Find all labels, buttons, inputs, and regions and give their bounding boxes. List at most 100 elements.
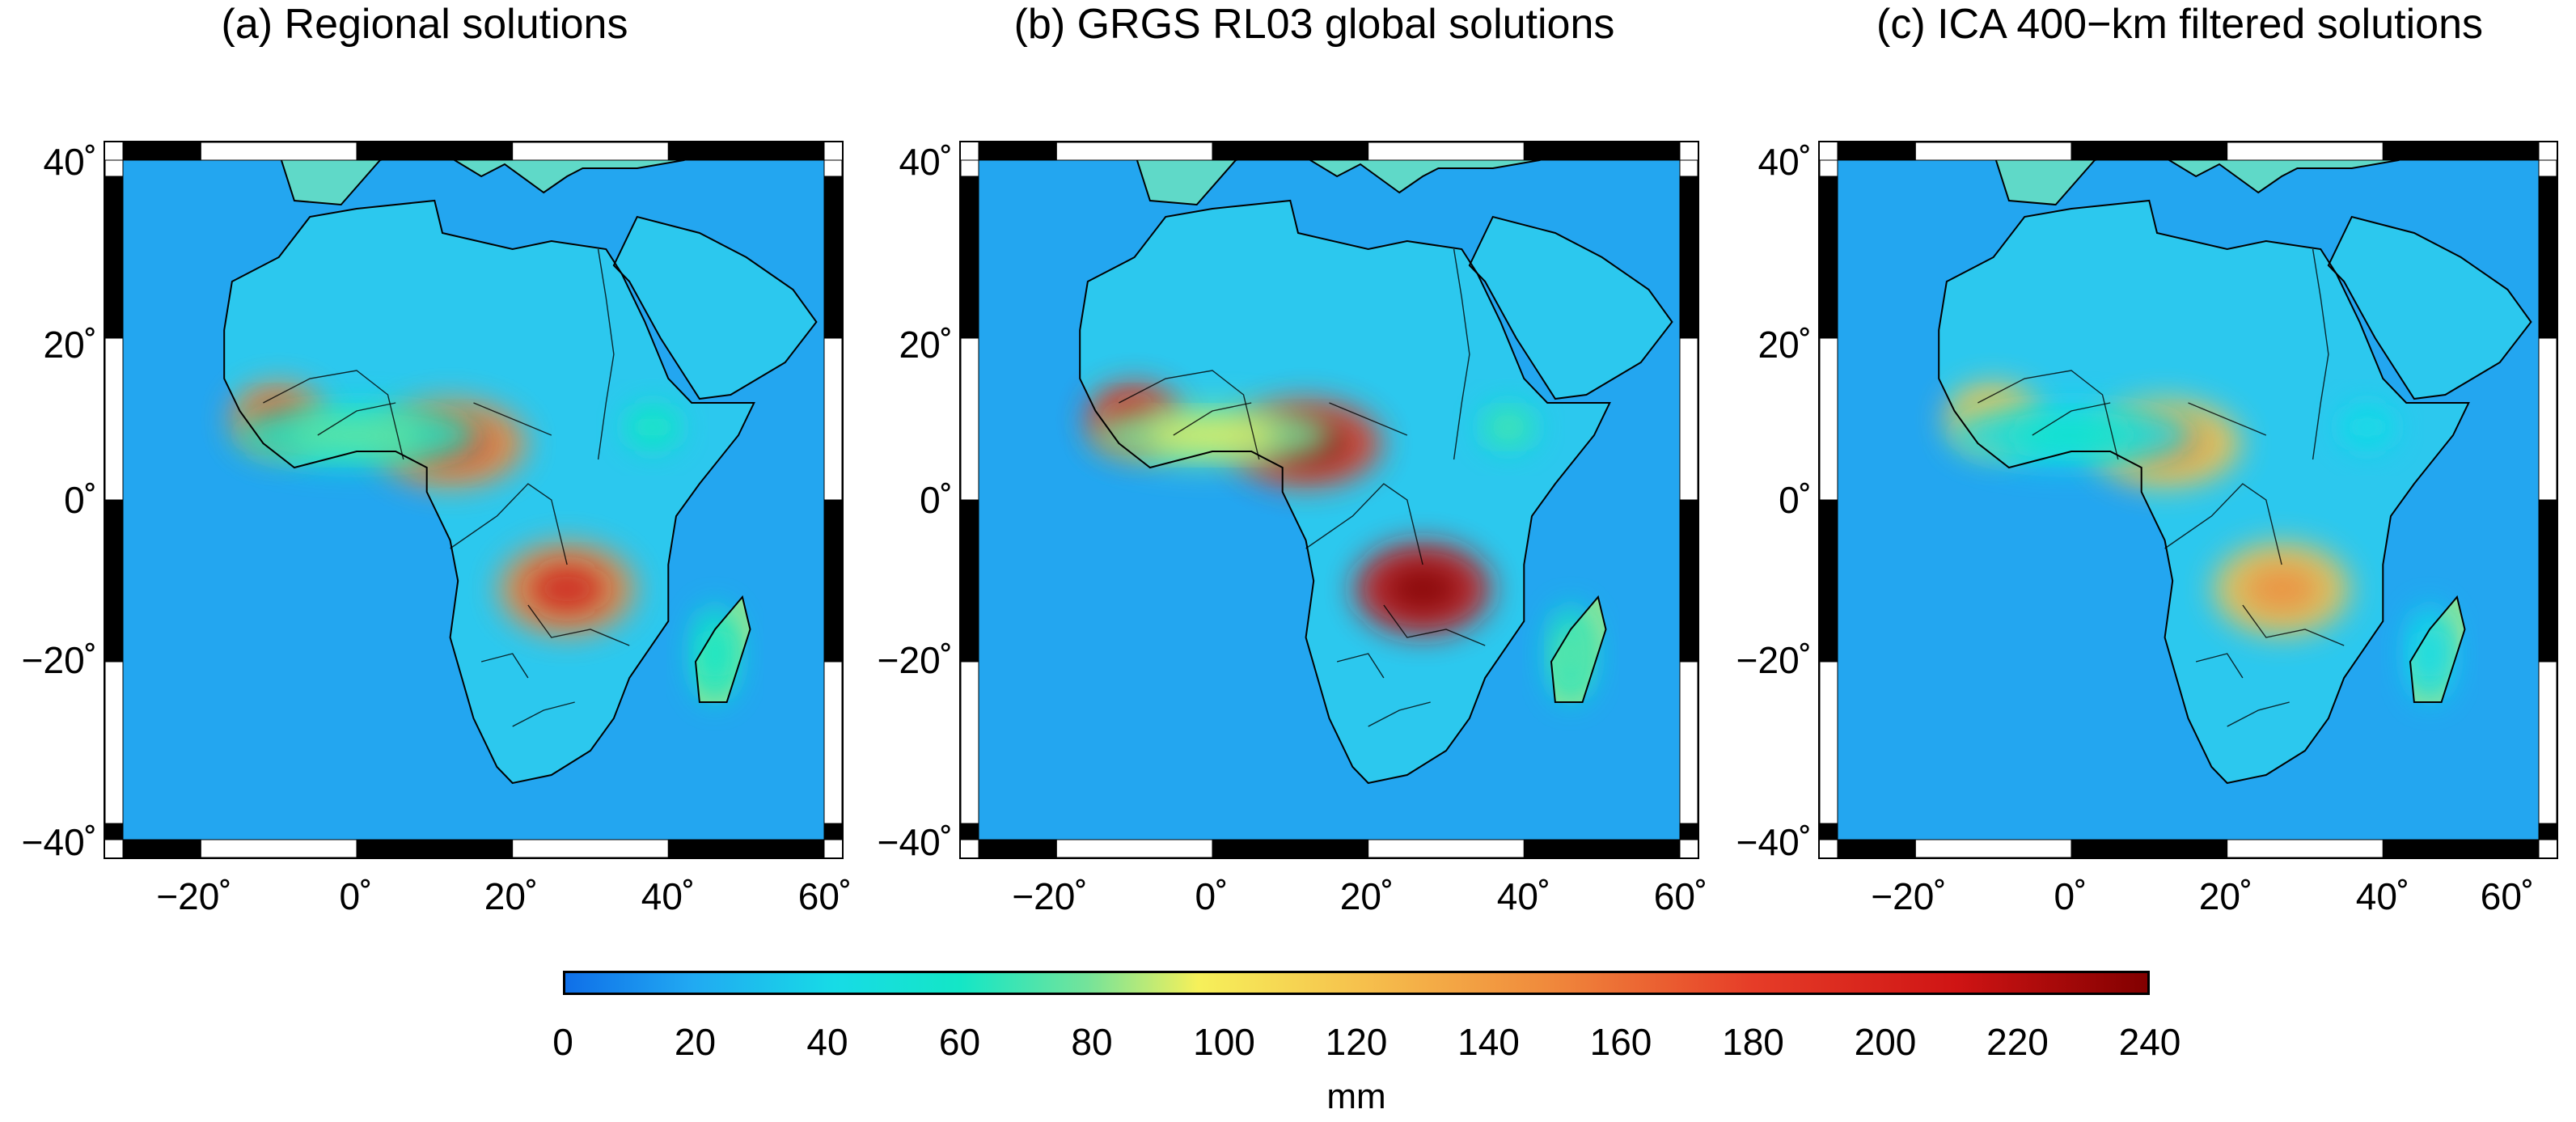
- frame-segment-right: [2538, 176, 2557, 339]
- frame-segment-left: [104, 499, 124, 663]
- frame-segment-top: [1055, 142, 1213, 161]
- frame-segment-top: [2382, 142, 2540, 161]
- river: [263, 370, 404, 460]
- y-tick-label: 40˚: [43, 141, 97, 183]
- frame-segment-right: [1679, 337, 1698, 501]
- frame-segment-top: [512, 142, 669, 161]
- frame-segment-top: [1523, 142, 1681, 161]
- frame-segment-left: [104, 176, 124, 339]
- frame-segment-right: [1679, 823, 1698, 840]
- river: [1977, 370, 2119, 460]
- frame-segment-right: [2538, 337, 2557, 501]
- frame-segment-top: [1212, 142, 1369, 161]
- x-tick-label: 20˚: [2198, 875, 2253, 917]
- coastline: [612, 215, 818, 400]
- europe-land: [281, 160, 684, 205]
- river: [1336, 653, 1385, 679]
- africa-land: [1080, 201, 1610, 783]
- river: [2195, 653, 2244, 679]
- x-tick-label: 0˚: [1195, 875, 1229, 917]
- map-panel-b: [959, 141, 1699, 859]
- frame-segment-top: [356, 142, 514, 161]
- map-frame: [1818, 141, 2558, 859]
- frame-segment-top: [200, 142, 357, 161]
- frame-segment-left: [1819, 661, 1838, 824]
- colorbar: [563, 971, 2150, 995]
- frame-segment-left: [104, 159, 124, 177]
- frame-segment-right: [2538, 661, 2557, 824]
- arabia-land: [2328, 217, 2532, 399]
- frame-segment-top: [667, 142, 825, 161]
- river: [2312, 248, 2329, 460]
- river: [512, 701, 575, 727]
- frame-segment-bottom: [356, 839, 514, 858]
- europe-land: [1995, 160, 2399, 205]
- signal-blob-core: [1492, 415, 1525, 439]
- africa-land: [1939, 201, 2469, 783]
- frame-segment-top: [122, 142, 201, 161]
- map-frame: [959, 141, 1699, 859]
- frame-segment-bottom: [2071, 839, 2228, 858]
- signal-blob-core: [2351, 415, 2384, 439]
- signal-blob-core: [1145, 419, 1280, 451]
- y-tick-label: 0˚: [1779, 479, 1812, 521]
- y-tick-label: −20˚: [21, 639, 97, 681]
- frame-segment-bottom: [1837, 839, 1916, 858]
- frame-segment-right: [1679, 176, 1698, 339]
- coastline: [1994, 160, 2400, 206]
- frame-segment-bottom: [1212, 839, 1369, 858]
- africa-land: [224, 201, 755, 783]
- river: [1329, 402, 1408, 436]
- frame-segment-left: [960, 823, 979, 840]
- frame-segment-left: [104, 661, 124, 824]
- map-b: [959, 141, 1699, 859]
- colorbar-tick-label: 100: [1193, 1021, 1255, 1063]
- x-tick-label: 40˚: [2355, 875, 2410, 917]
- frame-segment-top: [1837, 142, 1916, 161]
- x-tick-label: −20˚: [1012, 875, 1088, 917]
- x-tick-label: 20˚: [484, 875, 539, 917]
- map-panel-c: [1818, 141, 2558, 859]
- frame-segment-left: [1819, 159, 1838, 177]
- coastline: [1079, 199, 1611, 785]
- signal-blob-core: [2416, 629, 2443, 678]
- y-tick-label: −40˚: [21, 821, 97, 863]
- colorbar-tick-label: 80: [1071, 1021, 1113, 1063]
- panel-b-title: (b) GRGS RL03 global solutions: [1013, 1, 1615, 48]
- map-layer: [1079, 160, 1673, 785]
- y-tick-label: 0˚: [920, 479, 953, 521]
- frame-segment-left: [1819, 823, 1838, 840]
- x-tick-label: −20˚: [1871, 875, 1947, 917]
- signal-blob-core: [637, 415, 669, 439]
- panel-a-title: (a) Regional solutions: [221, 1, 628, 48]
- coastline: [1550, 595, 1607, 703]
- frame-segment-bottom: [1523, 839, 1681, 858]
- y-tick-label: 40˚: [899, 141, 953, 183]
- river: [473, 402, 552, 436]
- x-tick-label: 60˚: [1653, 875, 1708, 917]
- signal-blob-core: [2244, 565, 2320, 612]
- river: [480, 653, 529, 679]
- river: [1173, 402, 1252, 436]
- map-panel-a: [104, 141, 844, 859]
- frame-segment-right: [1679, 661, 1698, 824]
- frame-segment-right: [823, 337, 843, 501]
- coastline: [223, 199, 755, 785]
- frame-segment-right: [2538, 159, 2557, 177]
- coastline: [2409, 595, 2466, 703]
- arabia-land: [613, 217, 817, 399]
- colorbar-tick-label: 40: [806, 1021, 848, 1063]
- x-tick-label: 40˚: [641, 875, 696, 917]
- frame-segment-left: [960, 159, 979, 177]
- frame-segment-left: [1819, 499, 1838, 663]
- x-tick-label: 60˚: [2480, 875, 2535, 917]
- map-a: [104, 141, 844, 859]
- colorbar-tick-label: 140: [1457, 1021, 1520, 1063]
- river: [2242, 604, 2345, 646]
- frame-segment-top: [2227, 142, 2384, 161]
- river: [1383, 604, 1486, 646]
- x-tick-label: 0˚: [339, 875, 373, 917]
- frame-segment-bottom: [200, 839, 357, 858]
- frame-segment-bottom: [1055, 839, 1213, 858]
- coastline: [1938, 199, 2470, 785]
